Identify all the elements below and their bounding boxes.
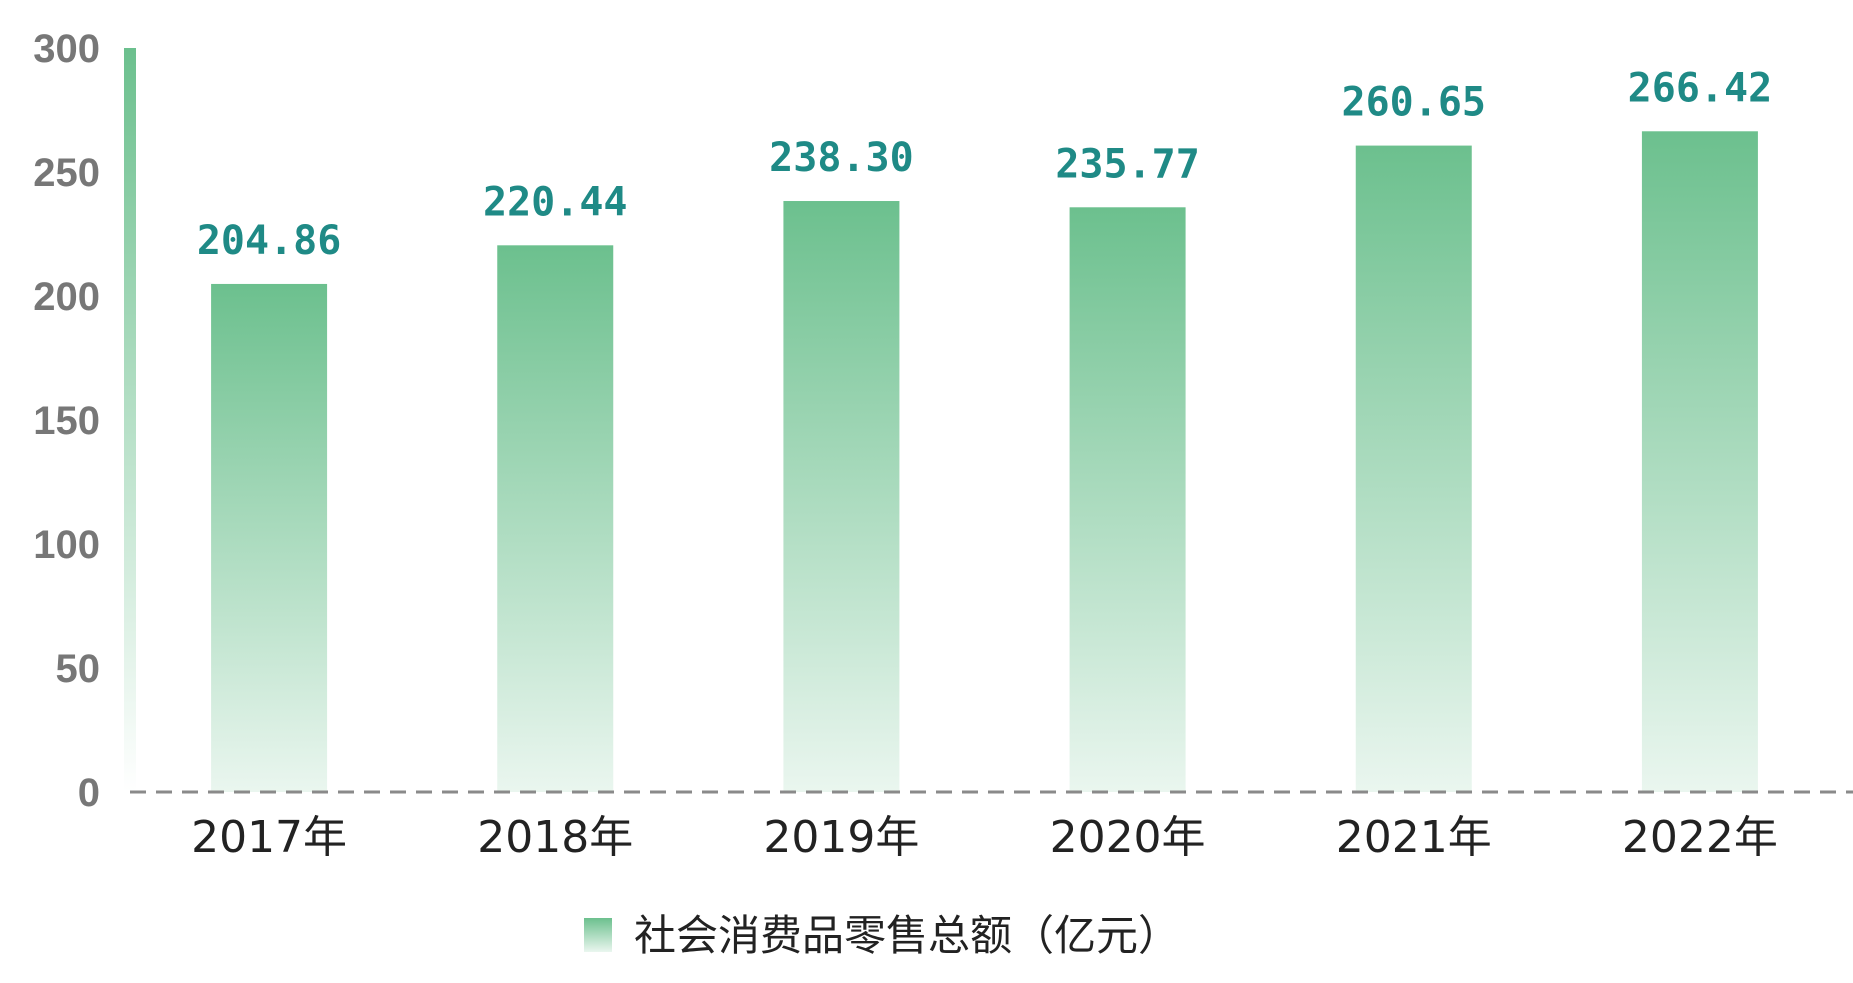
y-tick-label: 300	[33, 27, 100, 71]
value-label-2017年: 204.86	[197, 218, 342, 264]
y-tick-label: 0	[78, 771, 100, 815]
x-tick-label-2022年: 2022年	[1622, 812, 1778, 863]
y-tick-label: 250	[33, 151, 100, 195]
y-tick-label: 100	[33, 523, 100, 567]
value-label-2022年: 266.42	[1628, 65, 1773, 111]
bar-2020年	[1070, 207, 1186, 792]
legend-label: 社会消费品零售总额（亿元）	[634, 911, 1180, 960]
bar-2017年	[211, 284, 327, 792]
y-axis	[124, 48, 136, 792]
value-labels: 204.86 220.44 238.30 235.77 260.65 266.42	[197, 65, 1772, 264]
bar-2019年	[783, 201, 899, 792]
value-label-2020年: 235.77	[1055, 141, 1200, 187]
value-label-2018年: 220.44	[483, 179, 628, 225]
value-label-2021年: 260.65	[1342, 80, 1487, 126]
x-tick-label-2021年: 2021年	[1336, 812, 1492, 863]
value-label-2019年: 238.30	[769, 135, 914, 181]
bar-2022年	[1642, 131, 1758, 792]
y-tick-label: 200	[33, 275, 100, 319]
y-tick-label: 150	[33, 399, 100, 443]
bar-2021年	[1356, 146, 1472, 792]
x-tick-label-2020年: 2020年	[1050, 812, 1206, 863]
x-tick-label-2018年: 2018年	[477, 812, 633, 863]
legend: 社会消费品零售总额（亿元）	[584, 911, 1180, 960]
y-tick-labels: 0 50 100 150 200 250 300	[33, 27, 100, 815]
y-axis-line	[124, 48, 136, 792]
x-tick-label-2017年: 2017年	[191, 812, 347, 863]
y-tick-label: 50	[56, 647, 101, 691]
bar-2018年	[497, 245, 613, 792]
x-tick-labels: 2017年 2018年 2019年 2020年 2021年 2022年	[191, 812, 1778, 863]
x-tick-label-2019年: 2019年	[763, 812, 919, 863]
bars	[211, 131, 1758, 792]
legend-swatch	[584, 918, 612, 952]
